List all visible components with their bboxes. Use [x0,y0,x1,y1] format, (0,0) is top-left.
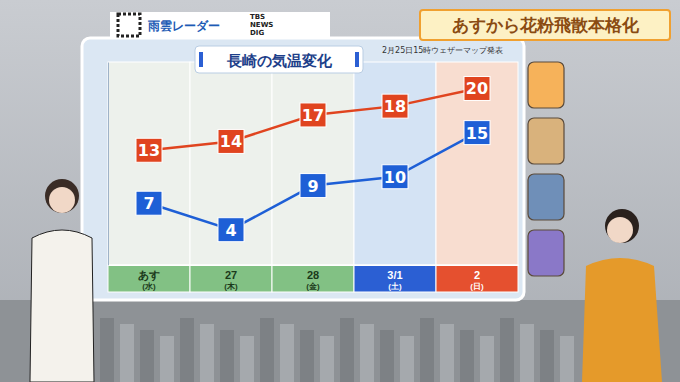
building [480,336,494,382]
data-label: 17 [302,106,324,125]
building [220,330,234,382]
building [120,324,134,382]
x-tick-label: 2(日) [470,269,484,291]
y-axis-line [108,63,109,266]
point-marker [464,76,490,100]
point-marker [136,138,162,162]
category-band [354,265,436,292]
title-box [195,46,363,73]
building [400,336,414,382]
point-marker [382,165,408,189]
presenter-left-face [49,187,75,213]
point-marker [218,129,244,153]
building [100,318,114,382]
presenter-right-face [607,217,633,243]
clothing-icon [528,118,564,164]
building [560,336,574,382]
data-label: 4 [225,221,236,240]
point-marker [382,94,408,118]
clothing-icon [528,230,564,276]
building [360,324,374,382]
clothing-icon [528,174,564,220]
title-accent [355,52,359,67]
x-tick: 28(金) [306,265,320,291]
building [300,330,314,382]
building [160,336,174,382]
chart-svg: 雨雲レーダー TBSNEWSDIG あすから花粉飛散本格化あす(水) 27(木) 28(… [0,0,680,382]
presenter-left-body [30,230,94,382]
column-background [190,62,272,265]
building [340,318,354,382]
x-tick-label: 28(金) [306,269,320,291]
news-logo: TBSNEWSDIG [250,13,273,37]
building [240,336,254,382]
building [180,318,194,382]
building [420,318,434,382]
data-label: 9 [307,177,318,196]
building [460,330,474,382]
presenter-left-hair [45,179,79,213]
building [140,330,154,382]
column-background [354,62,436,265]
building [280,324,294,382]
building [260,318,274,382]
data-label: 7 [143,194,154,213]
data-label: 18 [384,97,406,116]
headline-box [420,10,670,40]
presenter-right-body [582,258,662,382]
column-background [108,62,190,265]
category-band [272,265,354,292]
x-tick: 3/1(土) [387,265,402,291]
title-accent [199,52,203,67]
building [440,324,454,382]
marks [136,76,490,241]
building [500,318,514,382]
data-labels: 13 14 17 18 20 7 4 9 10 15 [138,79,488,239]
presenter-right-hair [605,209,639,243]
building [200,324,214,382]
logo-bar [110,12,330,38]
column-background [436,62,518,265]
category-band [190,265,272,292]
point-marker [464,121,490,145]
chart-title: 長崎の気温変化 [226,52,333,70]
building [320,336,334,382]
point-marker [136,191,162,215]
subtitle: 2月25日15時ウェザーマップ発表 [382,46,503,55]
clothing-icon [528,62,564,108]
data-label: 15 [466,124,488,143]
data-label: 13 [138,141,160,160]
data-label: 10 [384,168,406,187]
qr-code [118,14,140,36]
x-tick-label: あす(水) [138,269,160,291]
chart-panel [82,38,524,300]
column-background [272,62,354,265]
series-line [149,88,477,150]
data-label: 14 [220,132,242,151]
point-marker [218,218,244,242]
category-band [108,265,190,292]
radar-label: 雨雲レーダー [147,19,220,33]
point-marker [300,174,326,198]
x-axis-line [109,265,519,266]
point-marker [300,103,326,127]
x-tick: 27(木) [224,265,238,291]
building [380,330,394,382]
category-band [436,265,518,292]
background [0,0,680,382]
x-tick: あす(水) [138,265,160,291]
building [540,330,554,382]
y-axis [108,63,109,266]
data-label: 20 [466,79,488,98]
building [520,324,534,382]
x-axis: あす(水) 27(木) 28(金) 3/1(土) 2(日) [109,265,519,291]
x-tick-label: 3/1(土) [387,269,402,291]
x-tick-label: 27(木) [224,269,238,291]
cityscape [0,300,680,382]
headline: あすから花粉飛散本格化 [452,15,640,35]
series-line [149,133,477,230]
x-tick: 2(日) [470,265,484,291]
